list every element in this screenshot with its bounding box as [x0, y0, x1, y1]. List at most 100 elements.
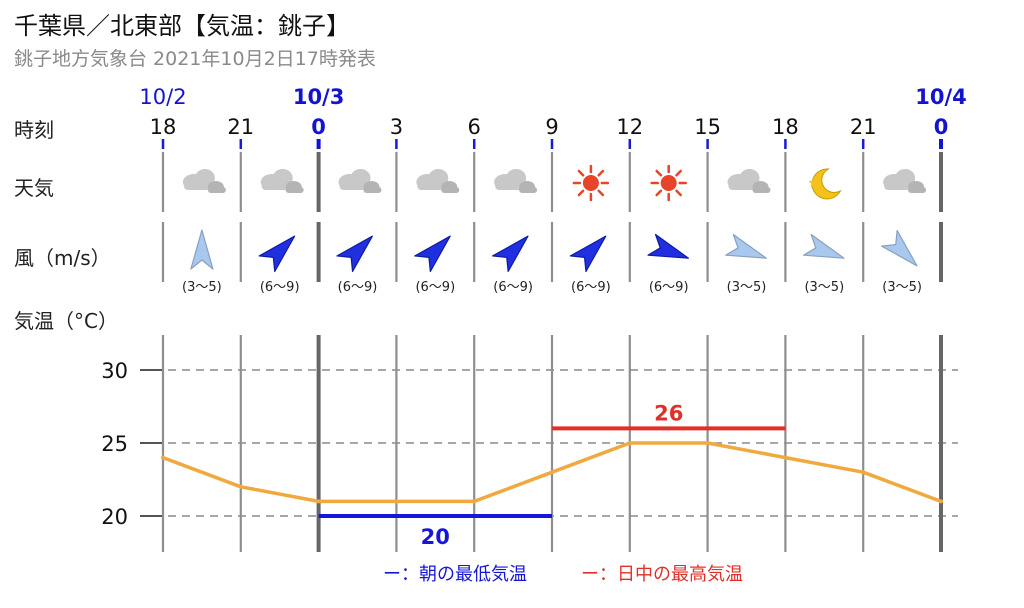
legend-max-temp: ー：日中の最高気温 [581, 564, 743, 585]
wind-arrow-shape [803, 233, 845, 259]
temperature-point-7 [705, 441, 710, 445]
sun-icon-6 [650, 164, 687, 202]
sun-ray [577, 169, 585, 177]
cloud-icon-1 [260, 169, 304, 193]
sun-icon-5 [572, 164, 610, 202]
cloud-part [441, 187, 460, 193]
wind-arrow-shape [647, 233, 690, 259]
sun-ray [597, 189, 605, 197]
wind-arrow-icon-2 [336, 235, 373, 273]
weather-row-label: 天気 [14, 176, 54, 200]
max-temp-label: 26 [654, 401, 683, 425]
cloud-part [183, 181, 214, 190]
wind-arrow-icon-9 [880, 229, 918, 267]
hour-label-6: 12 [616, 115, 643, 139]
hour-label-10: 0 [934, 115, 949, 139]
cloud-part [519, 187, 538, 193]
wind-arrow-icon-8 [803, 233, 845, 259]
cloud-icon-3 [416, 169, 460, 193]
cloud-part [495, 181, 526, 190]
y-tick-label-25: 25 [101, 432, 128, 456]
cloud-part [207, 187, 226, 193]
cloud-part [417, 181, 448, 190]
temperature-point-10 [939, 499, 943, 504]
wind-arrow-shape [569, 235, 607, 273]
wind-arrow-shape [414, 235, 451, 273]
sun-disc [660, 175, 677, 191]
cloud-part [728, 181, 759, 190]
hour-label-9: 21 [850, 115, 877, 139]
min-temp-label: 20 [421, 525, 450, 549]
wind-range-4: (6〜9) [493, 280, 533, 295]
cloud-part [752, 187, 771, 193]
y-tick-label-30: 30 [101, 359, 128, 383]
moon-icon-8 [808, 168, 842, 200]
cloud-icon-4 [494, 169, 538, 193]
wind-arrow-icon-7 [725, 233, 767, 259]
date-label-10-4: 10/4 [915, 85, 967, 109]
cloud-part [884, 181, 915, 190]
page-title: 千葉県／北東部【気温：銚子】 [14, 12, 350, 40]
wind-range-1: (6〜9) [260, 280, 300, 295]
wind-arrow-icon-1 [258, 235, 296, 273]
sun-disc [582, 175, 599, 191]
cloud-part [363, 187, 382, 193]
temperature-point-1 [238, 484, 243, 489]
sun-ray [675, 169, 682, 177]
date-label-10-3: 10/3 [293, 85, 345, 109]
cloud-part [339, 181, 370, 190]
moon-star [808, 177, 820, 188]
temp-row-label: 気温（°C） [14, 309, 118, 333]
wind-range-5: (6〜9) [571, 280, 611, 295]
wind-arrow-shape [336, 235, 373, 273]
hour-label-2: 0 [311, 115, 326, 139]
wind-arrow-icon-5 [569, 235, 607, 273]
temperature-point-8 [783, 455, 788, 460]
wind-arrow-icon-4 [491, 235, 529, 273]
temperature-point-9 [861, 470, 866, 475]
wind-range-2: (6〜9) [338, 280, 378, 295]
hour-label-3: 3 [390, 115, 403, 139]
wind-arrow-shape [880, 229, 918, 267]
hour-label-5: 9 [545, 115, 558, 139]
wind-arrow-shape [190, 229, 214, 270]
temperature-point-0 [161, 455, 165, 460]
hour-label-4: 6 [468, 115, 481, 139]
wind-arrow-icon-3 [414, 235, 451, 273]
date-label-10-2: 10/2 [139, 85, 186, 109]
wind-arrow-icon-0 [190, 229, 214, 270]
wind-arrow-shape [491, 235, 529, 273]
temperature-point-3 [394, 499, 399, 504]
cloud-icon-2 [338, 169, 382, 193]
hour-label-1: 21 [227, 115, 254, 139]
legend-min-temp: ー：朝の最低気温 [383, 564, 527, 585]
cloud-icon-7 [727, 169, 771, 193]
time-row-label: 時刻 [14, 118, 54, 142]
temperature-point-4 [472, 499, 477, 504]
temperature-point-5 [550, 470, 554, 475]
hour-label-7: 15 [694, 115, 721, 139]
wind-range-3: (6〜9) [415, 280, 455, 295]
wind-arrow-shape [725, 233, 767, 259]
hour-label-8: 18 [772, 115, 799, 139]
cloud-icon-9 [883, 169, 927, 193]
wind-range-6: (6〜9) [649, 280, 689, 295]
wind-range-9: (3〜5) [882, 280, 922, 295]
wind-range-0: (3〜5) [182, 280, 222, 295]
cloud-icon-0 [182, 169, 226, 193]
wind-range-7: (3〜5) [727, 280, 767, 295]
sun-ray [675, 189, 682, 197]
sun-ray [597, 169, 605, 177]
moon-crescent [811, 168, 842, 200]
cloud-part [908, 187, 927, 193]
y-tick-label-20: 20 [101, 505, 128, 529]
sun-ray [577, 189, 585, 197]
wind-range-8: (3〜5) [804, 280, 844, 295]
page-subtitle: 銚子地方気象台 2021年10月2日17時発表 [14, 48, 376, 70]
sun-ray [655, 169, 663, 177]
wind-row-label: 風（m/s） [14, 246, 111, 270]
wind-arrow-icon-6 [647, 233, 690, 259]
sun-ray [655, 189, 663, 197]
temperature-point-6 [627, 441, 632, 445]
